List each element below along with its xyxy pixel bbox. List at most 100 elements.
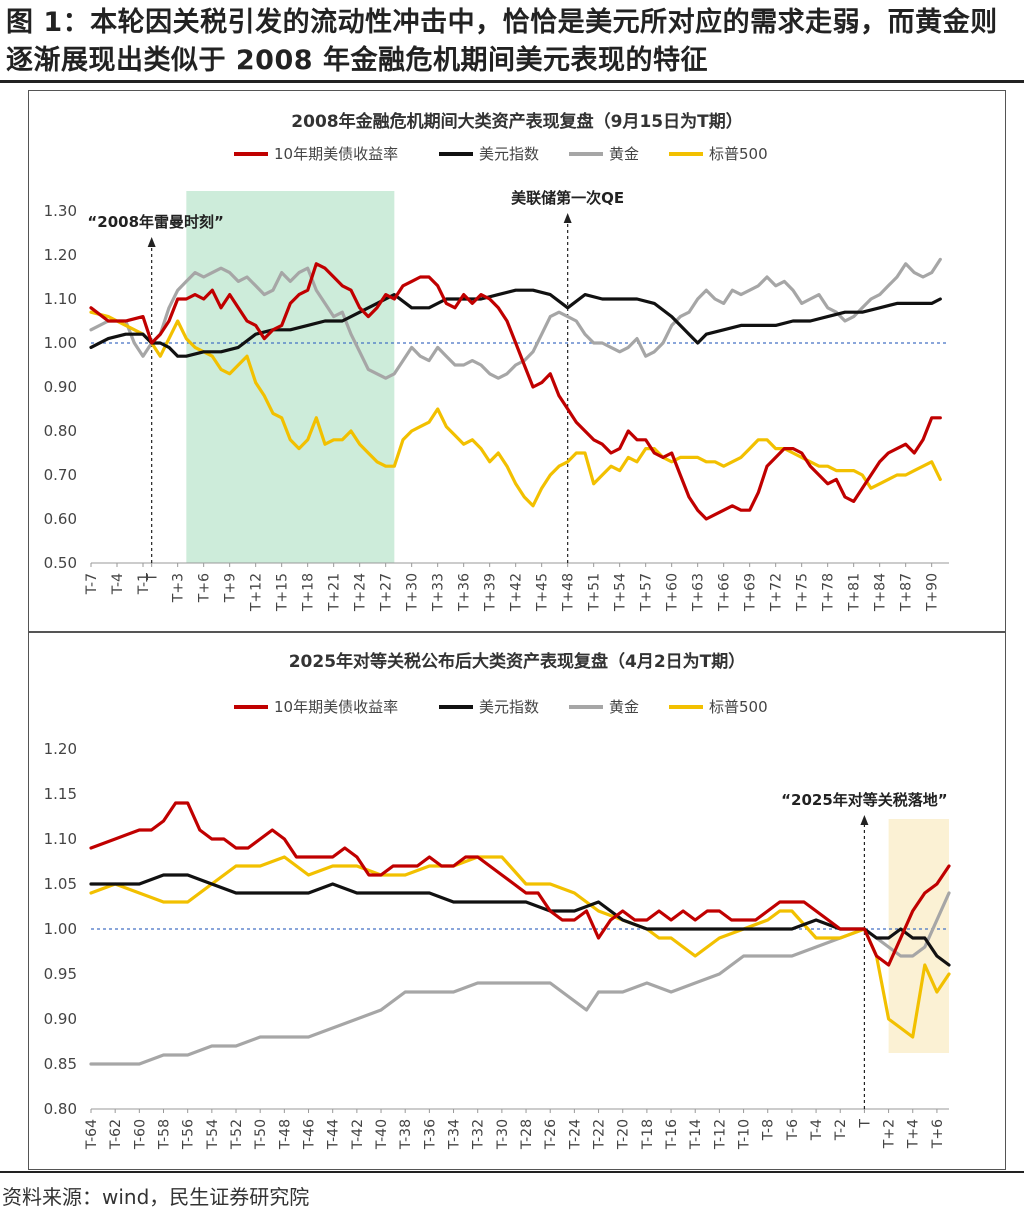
chart-title: 2025年对等关税公布后大类资产表现复盘（4月2日为T期） <box>289 651 746 672</box>
x-tick-label: T-52 <box>229 1119 245 1150</box>
x-tick-label: T+57 <box>639 573 655 612</box>
x-tick-label: T+72 <box>769 573 785 612</box>
y-tick-label: 1.05 <box>44 875 77 893</box>
x-tick-label: T+9 <box>223 573 239 603</box>
x-tick-label: T+12 <box>249 573 265 612</box>
annotation-label: 美联储第一次QE <box>511 189 624 207</box>
x-tick-label: T+51 <box>587 573 603 612</box>
x-tick-label: T-22 <box>592 1119 608 1150</box>
series-line-gold <box>89 891 951 1066</box>
x-tick-label: T+81 <box>847 573 863 612</box>
x-tick-label: T-64 <box>84 1119 100 1150</box>
legend-label-treasury: 10年期美债收益率 <box>274 145 398 163</box>
chart-title: 2008年金融危机期间大类资产表现复盘（9月15日为T期） <box>291 111 742 132</box>
y-tick-label: 0.60 <box>44 510 77 528</box>
x-tick-label: T-34 <box>447 1119 463 1150</box>
series-line-spx <box>89 310 942 508</box>
legend-label-treasury: 10年期美债收益率 <box>274 698 398 716</box>
x-tick-label: T+3 <box>171 573 187 603</box>
y-tick-label: 0.90 <box>44 378 77 396</box>
x-tick-label: T+21 <box>327 573 343 612</box>
x-tick-label: T-12 <box>712 1119 728 1150</box>
x-tick-label: T+15 <box>275 573 291 612</box>
y-tick-label: 0.90 <box>44 1010 77 1028</box>
annotation-arrowhead <box>860 815 869 825</box>
x-tick-label: T-2 <box>833 1119 849 1141</box>
x-tick-label: T-42 <box>350 1119 366 1150</box>
series-line-gold <box>89 257 942 380</box>
x-tick-label: T-60 <box>132 1119 148 1150</box>
annotation-arrowhead <box>147 237 156 247</box>
figure-title: 图 1：本轮因关税引发的流动性冲击中，恰恰是美元所对应的需求走弱，而黄金则逐渐展… <box>6 7 998 76</box>
x-tick-label: T+6 <box>930 1119 946 1149</box>
x-tick-label: T+63 <box>691 573 707 612</box>
y-tick-label: 1.10 <box>44 290 77 308</box>
x-tick-label: T-14 <box>688 1119 704 1150</box>
x-tick-label: T-20 <box>616 1119 632 1150</box>
x-tick-label: T-48 <box>277 1119 293 1150</box>
x-tick-label: T+48 <box>561 573 577 612</box>
x-tick-label: T+39 <box>483 573 499 612</box>
legend-label-spx: 标普500 <box>709 698 768 716</box>
x-tick-label: T-10 <box>737 1119 753 1150</box>
x-tick-label: T-4 <box>110 573 126 595</box>
y-tick-label: 0.85 <box>44 1055 77 1073</box>
y-tick-label: 1.30 <box>44 202 77 220</box>
x-tick-label: T <box>857 1119 873 1129</box>
x-tick-label: T+42 <box>509 573 525 612</box>
series-line-dxy <box>89 288 942 358</box>
x-tick-label: T-46 <box>302 1119 318 1150</box>
y-tick-label: 0.80 <box>44 422 77 440</box>
legend-label-spx: 标普500 <box>709 145 768 163</box>
title-rule <box>0 80 1024 83</box>
x-tick-label: T-28 <box>519 1119 535 1150</box>
annotation-label: “2025年对等关税落地” <box>781 791 947 809</box>
x-tick-label: T-30 <box>495 1119 511 1150</box>
series-line-treasury <box>89 262 942 521</box>
x-tick-label: T-54 <box>205 1119 221 1150</box>
x-tick-label: T-56 <box>181 1119 197 1150</box>
y-tick-label: 1.15 <box>44 785 77 803</box>
x-tick-label: T-38 <box>398 1119 414 1150</box>
legend-label-dxy: 美元指数 <box>479 698 539 716</box>
x-tick-label: T+27 <box>379 573 395 612</box>
chart-panel-2008: 2008年金融危机期间大类资产表现复盘（9月15日为T期） 10年期美债收益率 美元… <box>28 90 1006 632</box>
x-tick-label: T+60 <box>665 573 681 612</box>
x-tick-label: T-32 <box>471 1119 487 1150</box>
series-line-dxy <box>89 873 951 967</box>
y-tick-label: 1.20 <box>44 740 77 758</box>
x-tick-label: T-62 <box>108 1119 124 1150</box>
x-tick-label: T+30 <box>405 573 421 612</box>
x-tick-label: T+4 <box>906 1119 922 1149</box>
x-tick-label: T-24 <box>567 1119 583 1150</box>
x-tick-label: T-26 <box>543 1119 559 1150</box>
x-tick-label: T-7 <box>84 573 100 595</box>
x-tick-label: T+45 <box>535 573 551 612</box>
y-tick-label: 1.20 <box>44 246 77 264</box>
series-line-treasury <box>89 801 951 967</box>
x-tick-label: T+24 <box>353 573 369 612</box>
footer-rule <box>0 1171 1024 1173</box>
x-tick-label: T-16 <box>664 1119 680 1150</box>
x-tick-label: T+90 <box>925 573 941 612</box>
shaded-region <box>186 191 395 563</box>
x-tick-label: T-6 <box>785 1119 801 1141</box>
x-tick-label: T-40 <box>374 1119 390 1150</box>
x-tick-label: T+36 <box>457 573 473 612</box>
x-tick-label: T-50 <box>253 1119 269 1150</box>
x-tick-label: T-36 <box>422 1119 438 1150</box>
x-tick-label: T+66 <box>717 573 733 612</box>
x-tick-label: T-4 <box>809 1119 825 1141</box>
legend-label-gold: 黄金 <box>609 698 639 716</box>
x-tick-label: T+54 <box>613 573 629 612</box>
chart-2008: 2008年金融危机期间大类资产表现复盘（9月15日为T期） 10年期美债收益率 美元… <box>44 111 949 612</box>
x-tick-label: T+78 <box>821 573 837 612</box>
x-tick-label: T+87 <box>899 573 915 612</box>
legend-label-gold: 黄金 <box>609 145 639 163</box>
x-tick-label: T+2 <box>882 1119 898 1149</box>
y-tick-label: 0.95 <box>44 965 77 983</box>
annotation-label: “2008年雷曼时刻” <box>87 213 223 231</box>
x-tick-label: T+18 <box>301 573 317 612</box>
x-tick-label: T+69 <box>743 573 759 612</box>
chart-panel-2025: 2025年对等关税公布后大类资产表现复盘（4月2日为T期） 10年期美债收益率 美元… <box>28 632 1006 1170</box>
